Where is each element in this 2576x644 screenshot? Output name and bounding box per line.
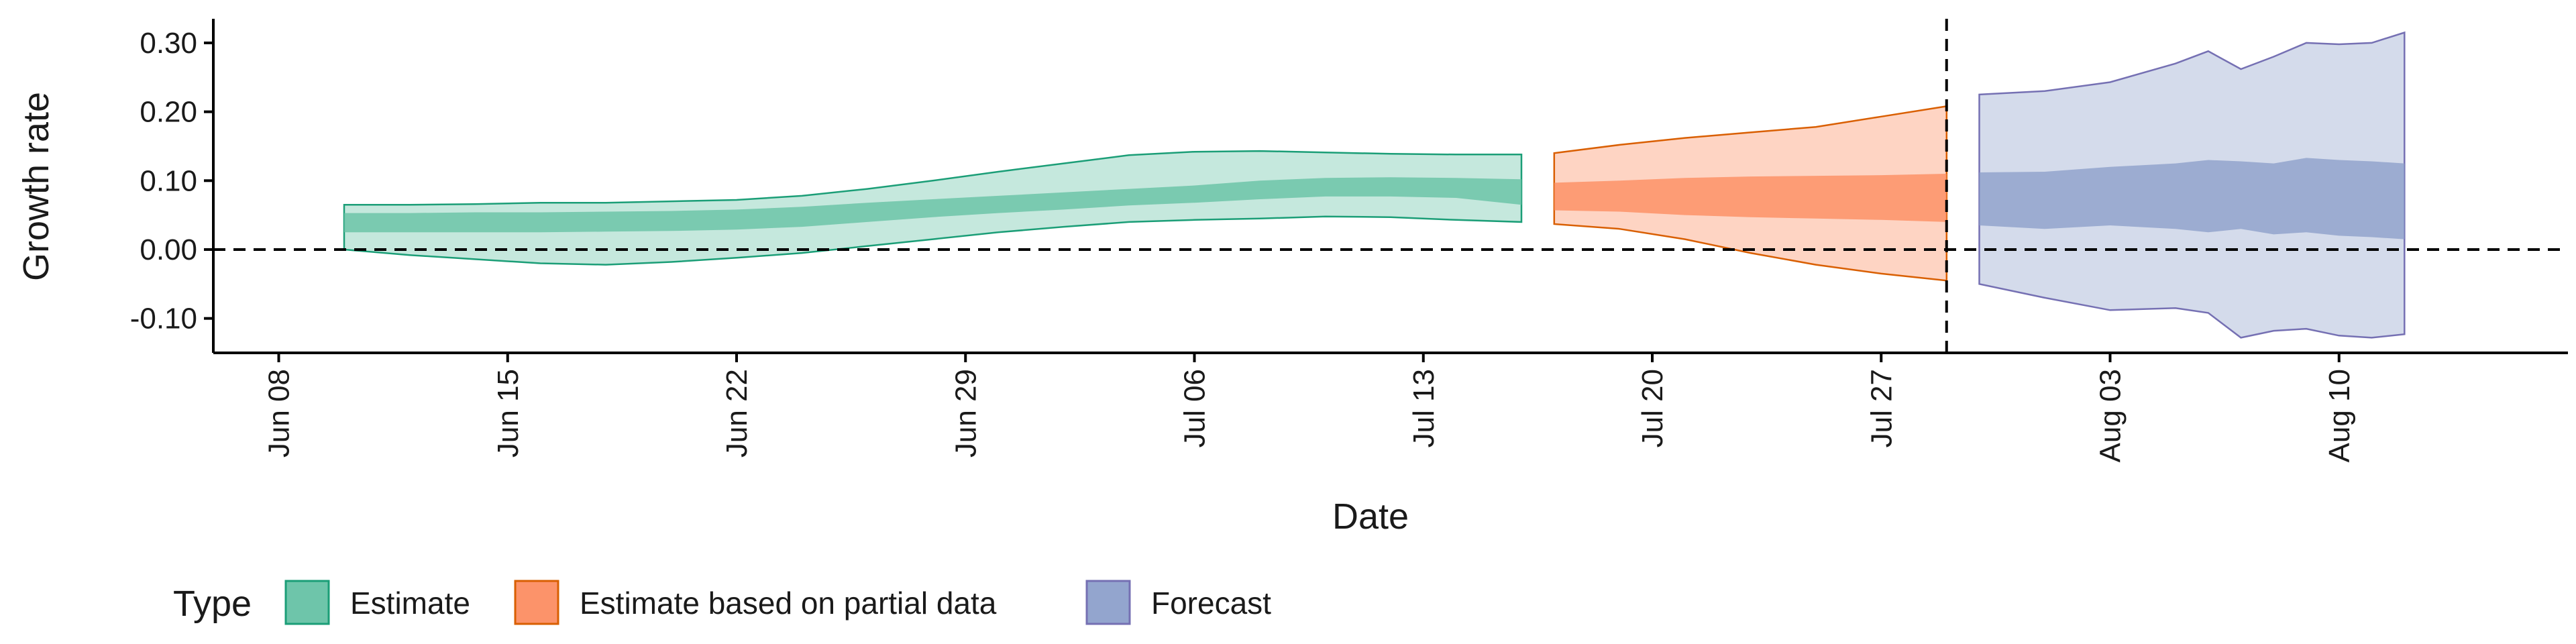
- y-axis-title: Growth rate: [16, 92, 56, 281]
- reference-lines: [213, 19, 2568, 353]
- y-tick-label: 0.00: [140, 233, 197, 266]
- legend-label: Estimate based on partial data: [580, 586, 997, 621]
- x-tick-label: Jul 20: [1636, 369, 1669, 447]
- y-tick-label: 0.10: [140, 164, 197, 197]
- x-tick-label: Jun 15: [492, 369, 525, 458]
- x-axis-ticks: Jun 08 Jun 15 Jun 22 Jun 29 Jul 06 Jul 13 Jul …: [263, 353, 2356, 462]
- x-tick-label: Aug 10: [2323, 369, 2356, 462]
- x-tick-label: Jun 08: [263, 369, 296, 458]
- x-tick-label: Jun 22: [720, 369, 753, 458]
- legend-swatch: [1085, 580, 1131, 625]
- legend-item-3: Forecast: [1085, 580, 1271, 625]
- legend-item-2: Estimate based on partial data: [514, 580, 997, 625]
- legend-item-1: Estimate: [284, 580, 470, 625]
- x-axis-title: Date: [1332, 496, 1409, 537]
- series-layer: [343, 31, 2406, 339]
- series-1-50-interval: [344, 177, 1521, 233]
- x-tick-label: Jul 13: [1407, 369, 1440, 447]
- series-1: [343, 150, 1523, 266]
- y-tick-label: -0.10: [130, 303, 197, 335]
- x-tick-label: Jul 06: [1179, 369, 1212, 447]
- series-3: [1978, 31, 2406, 339]
- y-axis-ticks: -0.10 0.00 0.10 0.20 0.30: [130, 27, 213, 335]
- legend-label: Estimate: [350, 586, 470, 621]
- x-tick-label: Jul 27: [1865, 369, 1898, 447]
- legend-swatch: [514, 580, 559, 625]
- x-tick-label: Aug 03: [2094, 369, 2127, 462]
- axes: Jun 08 Jun 15 Jun 22 Jun 29 Jul 06 Jul 13 Jul …: [130, 19, 2568, 462]
- series-3-50-interval: [1979, 158, 2405, 239]
- legend-title: Type: [173, 584, 252, 624]
- legend-label: Forecast: [1151, 586, 1271, 621]
- x-tick-label: Jun 29: [949, 369, 982, 458]
- legend: Type Estimate Estimate based on partial d…: [173, 580, 1271, 625]
- series-2: [1553, 105, 1948, 282]
- series-2-50-interval: [1554, 174, 1947, 222]
- y-tick-label: 0.30: [140, 27, 197, 60]
- y-tick-label: 0.20: [140, 96, 197, 129]
- legend-swatch: [284, 580, 330, 625]
